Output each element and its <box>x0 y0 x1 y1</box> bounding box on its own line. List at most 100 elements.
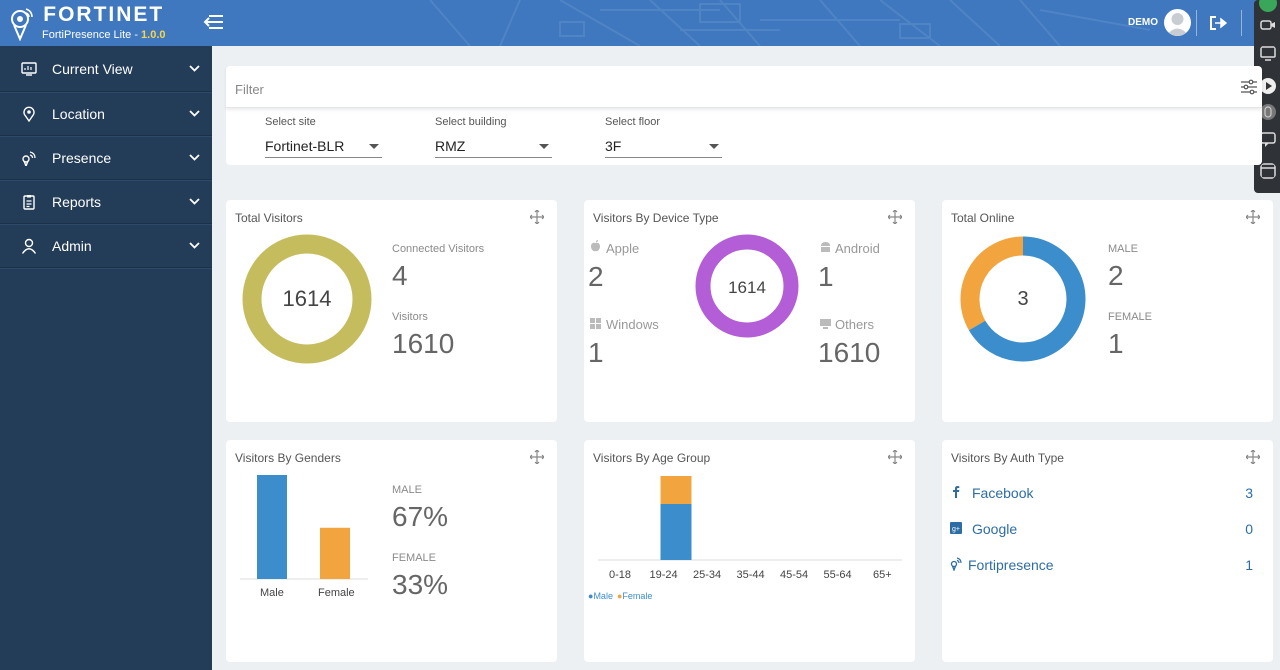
building-select-box[interactable]: RMZ <box>435 136 552 158</box>
site-select-box[interactable]: Fortinet-BLR <box>265 136 382 158</box>
recording-status-icon[interactable] <box>1259 0 1277 12</box>
screen-icon[interactable] <box>1259 44 1277 62</box>
sidebar-item-location[interactable]: Location <box>0 92 212 136</box>
sidebar-item-current-view[interactable]: Current View <box>0 46 212 92</box>
male-percent: 67% <box>392 501 449 532</box>
header-divider <box>1241 10 1242 36</box>
female-label: FEMALE <box>1108 311 1153 323</box>
legend-male-label: Male <box>593 591 613 601</box>
filter-settings-icon[interactable] <box>1240 79 1258 95</box>
sidebar-item-reports[interactable]: Reports <box>0 180 212 224</box>
female-value: 1 <box>1108 328 1124 359</box>
fortipresence-icon <box>950 557 962 571</box>
site-select[interactable]: Select site Fortinet-BLR <box>265 116 382 158</box>
chevron-down-icon <box>189 242 200 249</box>
connected-visitors-label: Connected Visitors <box>392 243 485 255</box>
gender-bar-male <box>257 475 287 579</box>
dropdown-arrow-icon <box>539 144 549 149</box>
move-icon[interactable] <box>1246 450 1260 464</box>
brand: FORTINET FortiPresence Lite - 1.0.0 <box>10 3 166 43</box>
auth-count: 0 <box>1245 521 1253 537</box>
card-title: Visitors By Auth Type <box>951 451 1064 465</box>
sidebar-item-label: Admin <box>52 237 92 254</box>
auth-row-fortipresence[interactable]: Fortipresence 1 <box>942 554 1273 576</box>
age-group-bar-chart <box>598 476 902 561</box>
others-device-icon <box>820 319 831 329</box>
genders-card: Visitors By Genders Male Female MALE 67%… <box>226 440 557 662</box>
donut-total: 1614 <box>728 278 766 297</box>
device-type-card: Visitors By Device Type Apple 2 Windows … <box>584 200 915 422</box>
move-icon[interactable] <box>888 450 902 464</box>
floor-select-value: 3F <box>605 138 622 154</box>
facebook-icon <box>953 486 960 498</box>
product-name: FortiPresence Lite - 1.0.0 <box>42 28 166 42</box>
donut-slice-female <box>960 236 1024 331</box>
visitors-label: Visitors <box>392 311 428 323</box>
dropdown-arrow-icon <box>369 144 379 149</box>
apple-icon <box>591 240 600 252</box>
others-label: Others <box>835 317 875 332</box>
avatar[interactable] <box>1164 9 1191 36</box>
window-icon[interactable] <box>1259 162 1277 180</box>
site-select-value: Fortinet-BLR <box>265 138 345 154</box>
logout-icon[interactable] <box>1209 14 1227 32</box>
age-bar-male <box>660 504 692 560</box>
sidebar-item-label: Current View <box>52 60 133 77</box>
sidebar-item-presence[interactable]: Presence <box>0 136 212 180</box>
auth-row-google[interactable]: g+ Google 0 <box>942 518 1273 540</box>
auth-count: 1 <box>1245 557 1253 573</box>
building-select[interactable]: Select building RMZ <box>435 116 552 158</box>
user-menu[interactable]: DEMO <box>1128 9 1191 36</box>
total-online-donut: 3 <box>960 236 1086 362</box>
mouse-icon[interactable] <box>1259 103 1277 121</box>
filter-bar[interactable]: Filter <box>226 66 1262 108</box>
auth-name: Facebook <box>972 485 1034 501</box>
gender-bar-female <box>320 527 350 579</box>
age-bar-female <box>660 476 692 504</box>
donut-total: 3 <box>1017 288 1028 310</box>
male-label: MALE <box>1108 243 1138 255</box>
video-icon[interactable] <box>1259 16 1277 34</box>
sidebar: Current View Location Presence Reports A… <box>0 46 212 670</box>
menu-collapse-icon[interactable] <box>203 12 225 32</box>
clipboard-icon <box>23 194 35 210</box>
legend-female-label: Female <box>622 591 653 601</box>
play-icon[interactable] <box>1259 77 1277 95</box>
apple-value: 2 <box>588 261 604 292</box>
product-version: 1.0.0 <box>141 29 166 41</box>
donut-slice-male <box>968 236 1086 362</box>
chevron-down-icon <box>189 198 200 205</box>
connected-visitors-value: 4 <box>392 260 408 291</box>
header-divider <box>1196 10 1197 36</box>
top-header: FORTINET FortiPresence Lite - 1.0.0 DEMO <box>0 0 1280 46</box>
move-icon[interactable] <box>530 210 544 224</box>
total-visitors-card: Total Visitors 1614 Connected Visitors 4… <box>226 200 557 422</box>
windows-label: Windows <box>606 317 659 332</box>
sidebar-item-label: Reports <box>52 193 102 210</box>
auth-row-facebook[interactable]: Facebook 3 <box>942 482 1273 504</box>
female-percent: 33% <box>392 569 449 600</box>
age-legend: ●Male ●Female <box>588 591 652 601</box>
age-tick-label: 55-64 <box>823 569 852 581</box>
legend-male[interactable]: ●Male <box>588 591 613 601</box>
visitors-value: 1610 <box>392 328 455 359</box>
floor-select[interactable]: Select floor 3F <box>605 116 722 158</box>
genders-bar-chart <box>240 475 368 580</box>
legend-female[interactable]: ●Female <box>616 591 653 601</box>
auth-count: 3 <box>1245 485 1253 501</box>
sidebar-item-label: Presence <box>52 149 112 166</box>
move-icon[interactable] <box>888 210 902 224</box>
move-icon[interactable] <box>530 450 544 464</box>
google-icon: g+ <box>950 522 962 534</box>
total-visitors-donut: 1614 <box>242 234 372 364</box>
card-title: Total Visitors <box>235 211 303 225</box>
username: DEMO <box>1128 17 1158 28</box>
floor-select-box[interactable]: 3F <box>605 136 722 158</box>
sidebar-item-admin[interactable]: Admin <box>0 224 212 268</box>
android-label: Android <box>835 241 880 256</box>
age-tick-label: 65+ <box>873 569 892 581</box>
move-icon[interactable] <box>1246 210 1260 224</box>
age-tick-label: 45-54 <box>780 569 809 581</box>
donut-total: 1614 <box>283 286 332 311</box>
auth-name: Fortipresence <box>968 557 1054 573</box>
